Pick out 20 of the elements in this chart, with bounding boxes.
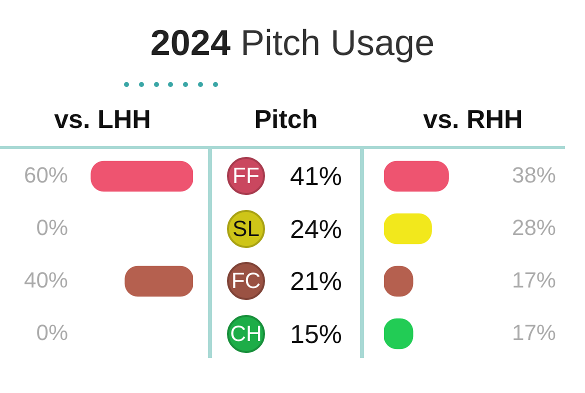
data-label: 40% (24, 267, 68, 292)
data-label: 17% (512, 320, 556, 345)
data-label: 38% (512, 162, 556, 188)
text: 21% (290, 266, 342, 296)
y-axis-title: Pitch (253, 104, 319, 135)
text: 2024 Pitch Usage (150, 22, 435, 63)
y-tick-label: CH (227, 314, 265, 353)
y-tick-label: SL (227, 210, 265, 248)
data-label: 17% (512, 267, 556, 292)
data-label: 0% (36, 320, 68, 345)
chart-title: vs. LHH (53, 104, 152, 135)
y-tick-label: FC (227, 262, 265, 300)
y-tick-label: FF (227, 157, 265, 196)
data-label: 0% (36, 214, 68, 240)
chart-title: vs. RHH (422, 104, 524, 135)
text: 41% (290, 161, 342, 192)
text: 15% (290, 318, 342, 349)
data-label: 60% (24, 162, 68, 188)
data-label: 28% (512, 214, 556, 240)
text: 24% (290, 214, 342, 244)
